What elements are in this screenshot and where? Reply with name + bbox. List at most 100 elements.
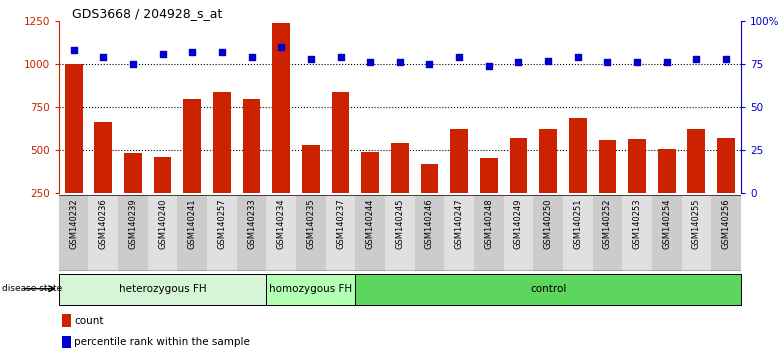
Bar (385, 195, 415, 271)
Bar (177, 195, 207, 271)
Text: GSM140239: GSM140239 (129, 199, 137, 249)
Text: GSM140246: GSM140246 (425, 199, 434, 249)
Bar (332, 92, 350, 236)
Bar (267, 195, 296, 271)
Bar (94, 122, 112, 236)
Bar (711, 195, 741, 271)
Point (572, 55, 584, 60)
Text: GSM140257: GSM140257 (217, 199, 227, 249)
Bar (147, 195, 177, 271)
Point (482, 63, 495, 69)
Point (275, 44, 288, 50)
Text: GSM140237: GSM140237 (336, 199, 345, 249)
Text: GSM140232: GSM140232 (69, 199, 78, 249)
Bar (89, 195, 118, 271)
Bar (415, 195, 445, 271)
Bar (267, 274, 355, 304)
Point (423, 61, 436, 67)
Bar (652, 195, 681, 271)
Bar (62, 336, 71, 348)
Point (720, 56, 732, 62)
Text: GSM140251: GSM140251 (573, 199, 583, 249)
Text: GSM140236: GSM140236 (99, 199, 107, 249)
Bar (65, 64, 82, 236)
Bar (539, 130, 557, 236)
Bar (569, 118, 586, 236)
Text: count: count (74, 316, 103, 326)
Point (660, 59, 673, 65)
Bar (355, 195, 385, 271)
Point (216, 49, 228, 55)
Text: GDS3668 / 204928_s_at: GDS3668 / 204928_s_at (72, 7, 223, 20)
Bar (480, 158, 498, 236)
Bar (688, 129, 706, 236)
Bar (296, 195, 325, 271)
Text: GSM140250: GSM140250 (543, 199, 553, 249)
Text: GSM140235: GSM140235 (307, 199, 315, 249)
Bar (563, 195, 593, 271)
Bar (420, 164, 438, 236)
Point (453, 55, 466, 60)
Text: GSM140234: GSM140234 (277, 199, 285, 249)
Bar (503, 195, 533, 271)
Bar (118, 195, 147, 271)
Text: GSM140256: GSM140256 (721, 199, 731, 249)
Bar (391, 143, 408, 236)
Point (394, 59, 406, 65)
Point (245, 55, 258, 60)
Bar (243, 98, 260, 236)
Bar (325, 195, 355, 271)
Bar (62, 314, 71, 327)
Point (334, 55, 347, 60)
Bar (533, 195, 563, 271)
Point (542, 58, 554, 64)
Bar (355, 274, 741, 304)
Bar (361, 152, 379, 236)
Text: GSM140241: GSM140241 (187, 199, 197, 249)
Text: GSM140248: GSM140248 (485, 199, 493, 249)
Bar (124, 153, 142, 236)
Point (97, 55, 110, 60)
Point (364, 59, 376, 65)
Bar (445, 195, 474, 271)
Text: GSM140240: GSM140240 (158, 199, 167, 249)
Text: GSM140249: GSM140249 (514, 199, 523, 249)
Point (156, 51, 169, 57)
Bar (717, 138, 735, 236)
Bar (154, 157, 172, 236)
Bar (237, 195, 267, 271)
Bar (302, 145, 320, 236)
Point (305, 56, 318, 62)
Bar (474, 195, 503, 271)
Bar (207, 195, 237, 271)
Text: percentile rank within the sample: percentile rank within the sample (74, 337, 250, 347)
Bar (59, 195, 89, 271)
Text: disease state: disease state (2, 284, 62, 293)
Text: GSM140233: GSM140233 (247, 199, 256, 249)
Bar (681, 195, 711, 271)
Bar (59, 274, 267, 304)
Bar (450, 129, 468, 236)
Bar (213, 92, 230, 236)
Text: homozygous FH: homozygous FH (270, 284, 353, 294)
Point (512, 59, 524, 65)
Bar (658, 149, 676, 236)
Point (67, 47, 80, 53)
Bar (628, 139, 646, 236)
Text: control: control (530, 284, 566, 294)
Bar (183, 98, 201, 236)
Text: GSM140245: GSM140245 (395, 199, 405, 249)
Text: GSM140247: GSM140247 (455, 199, 463, 249)
Text: GSM140252: GSM140252 (603, 199, 612, 249)
Point (186, 49, 198, 55)
Bar (510, 138, 528, 236)
Point (601, 59, 614, 65)
Bar (598, 140, 616, 236)
Text: GSM140244: GSM140244 (365, 199, 375, 249)
Bar (622, 195, 652, 271)
Point (631, 59, 644, 65)
Bar (593, 195, 622, 271)
Text: heterozygous FH: heterozygous FH (119, 284, 206, 294)
Bar (272, 23, 290, 236)
Text: GSM140254: GSM140254 (662, 199, 671, 249)
